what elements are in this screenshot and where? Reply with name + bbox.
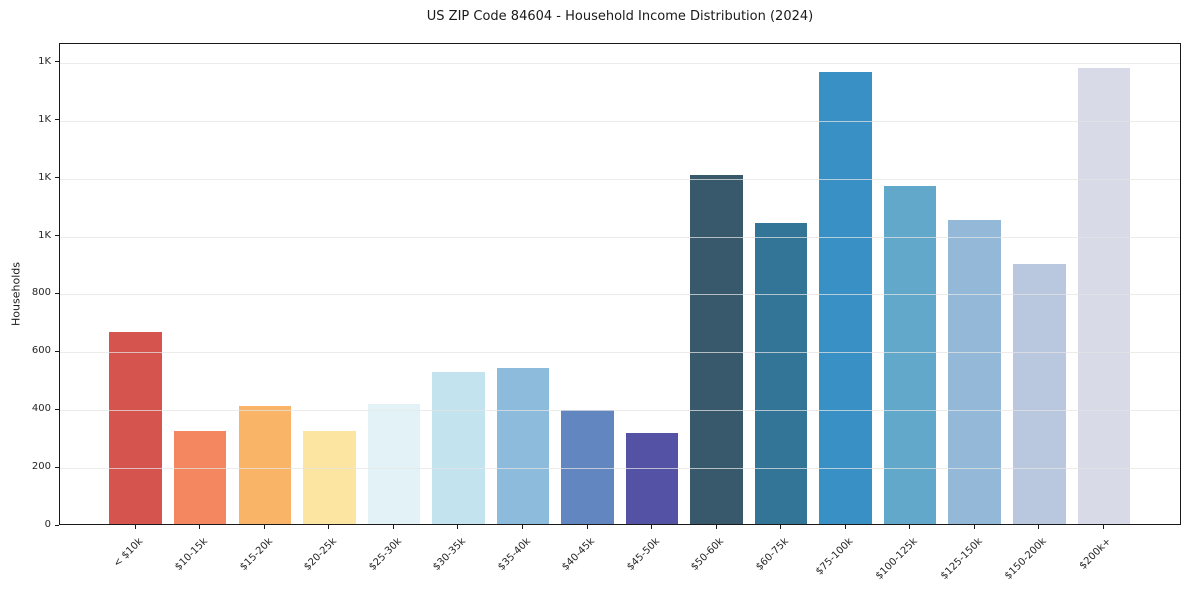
x-tick-label-text: $50-60k (689, 536, 727, 573)
x-tick-label-text: $10-15k (173, 536, 210, 573)
gridline-1400 (60, 120, 1180, 122)
y-tick-label: 600 (31, 345, 51, 357)
bar-$150-200k (1013, 263, 1066, 524)
x-tick-mark (199, 525, 201, 529)
x-tick-label-text: $20-25k (302, 536, 340, 573)
x-tick-mark (844, 525, 846, 529)
plot-area (59, 43, 1181, 525)
y-tick-label: 800 (31, 287, 51, 299)
bar-$25-30k (367, 404, 421, 524)
bar-< $10k (109, 331, 162, 524)
y-tick-mark (55, 524, 59, 526)
gridline-400 (60, 410, 1180, 412)
x-tick-label-text: $60-75k (753, 536, 791, 573)
x-tick-mark (780, 525, 782, 529)
x-tick-mark (328, 525, 330, 529)
y-tick-label: 1K (38, 229, 51, 241)
x-tick-mark (392, 525, 394, 529)
bar-$40-45k (561, 409, 614, 524)
y-tick-mark (55, 61, 59, 63)
x-tick-label-text: $35-40k (495, 536, 533, 573)
bar-$75-100k (819, 71, 872, 524)
x-tick-mark (651, 525, 652, 529)
chart-title: US ZIP Code 84604 - Household Income Dis… (426, 9, 814, 24)
x-tick-label-text: $150-200k (1003, 536, 1050, 582)
x-tick-label-text: $125-150k (938, 536, 985, 582)
gridline-1200 (60, 178, 1180, 180)
y-tick-mark (55, 466, 59, 468)
y-tick-label: 200 (31, 461, 51, 473)
y-tick-mark (55, 235, 59, 236)
x-tick-mark (457, 525, 459, 529)
x-tick-mark (586, 525, 588, 529)
y-tick-label: 1K (38, 55, 51, 67)
y-tick-mark (55, 119, 59, 121)
gridline-1600 (60, 62, 1180, 64)
y-tick-label: 400 (31, 403, 51, 415)
x-tick-label-text: < $10k (111, 536, 146, 570)
bar-$100-125k (883, 186, 937, 524)
gridline-1000 (60, 236, 1180, 238)
x-tick-mark (1102, 525, 1104, 529)
x-tick-mark (715, 525, 717, 529)
x-tick-mark (909, 525, 911, 529)
x-tick-label-text: $15-20k (237, 536, 275, 573)
bar-$200k+ (1077, 67, 1131, 524)
x-tick-mark (521, 525, 523, 529)
bar-$15-20k (238, 405, 292, 524)
x-tick-mark (973, 525, 975, 529)
x-tick-label-text: $30-35k (431, 536, 469, 573)
y-tick-mark (55, 408, 59, 410)
bar-$20-25k (303, 430, 356, 524)
x-tick-mark (134, 525, 136, 529)
bar-$10-15k (173, 430, 227, 524)
y-tick-mark (55, 292, 59, 294)
x-tick-label-text: $100-125k (874, 536, 920, 582)
x-tick-label-text: $40-45k (560, 536, 598, 573)
gridline-600 (60, 352, 1180, 354)
y-tick-mark (55, 350, 59, 352)
bar-$35-40k (496, 368, 550, 524)
x-tick-mark (1038, 525, 1040, 529)
bar-$45-50k (625, 432, 679, 524)
bar-$50-60k (690, 175, 743, 524)
x-tick-label-text: $25-30k (366, 536, 404, 573)
gridline-200 (60, 468, 1180, 470)
x-tick-label-text: $75-100k (813, 536, 856, 578)
bar-$30-35k (432, 372, 485, 524)
gridline-800 (60, 294, 1180, 296)
bar-$125-150k (948, 219, 1001, 524)
x-tick-label-text: $200k+ (1077, 536, 1114, 572)
y-tick-mark (55, 177, 59, 179)
x-tick-mark (263, 525, 265, 529)
y-tick-label: 1K (38, 171, 51, 183)
x-tick-label-text: $45-50k (624, 536, 662, 573)
bar-$60-75k (754, 222, 808, 524)
y-tick-label: 1K (38, 113, 51, 125)
y-tick-label: 0 (44, 519, 51, 530)
